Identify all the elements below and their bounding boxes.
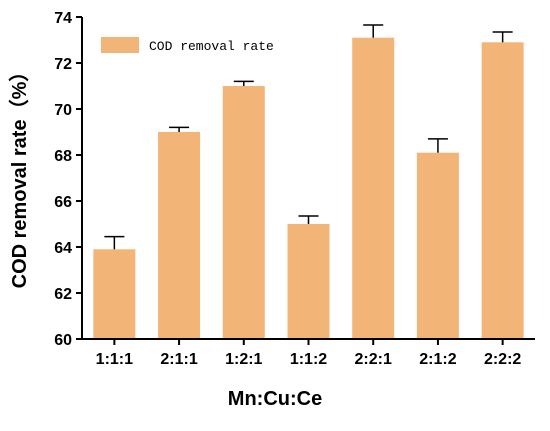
y-tick-label: 70 (54, 102, 72, 119)
bar (222, 86, 265, 339)
y-tick-label: 72 (54, 56, 72, 73)
x-axis-ticks: 1:1:1 2:1:1 1:2:1 1:1:2 2:2:1 2:1:2 2:2:2 (96, 339, 521, 368)
bar (93, 249, 136, 339)
y-tick-label: 66 (54, 194, 72, 211)
x-tick-label: 2:1:2 (419, 351, 456, 368)
bar (287, 224, 330, 339)
y-tick-label: 62 (54, 286, 72, 303)
x-tick-label: 2:2:2 (484, 351, 521, 368)
legend: COD removal rate (101, 37, 274, 54)
y-tick-label: 60 (54, 332, 72, 349)
x-tick-label: 1:1:2 (290, 351, 327, 368)
x-tick-label: 2:1:1 (160, 351, 197, 368)
y-tick-label: 64 (54, 240, 72, 257)
y-axis-title: COD removal rate（%） (8, 62, 31, 289)
bar (352, 37, 395, 339)
bar (416, 152, 459, 339)
x-tick-label: 1:1:1 (96, 351, 133, 368)
legend-label: COD removal rate (149, 39, 274, 54)
bars-group (93, 24, 524, 340)
bar (158, 132, 201, 339)
y-axis-ticks: 60 62 64 66 68 70 72 74 (54, 10, 82, 349)
y-tick-label: 74 (54, 10, 72, 27)
x-tick-label: 2:2:1 (355, 351, 392, 368)
x-axis-title: Mn:Cu:Ce (228, 388, 322, 410)
legend-swatch (101, 37, 139, 53)
bar (481, 42, 524, 340)
y-tick-label: 68 (54, 148, 72, 165)
x-tick-label: 1:2:1 (225, 351, 262, 368)
